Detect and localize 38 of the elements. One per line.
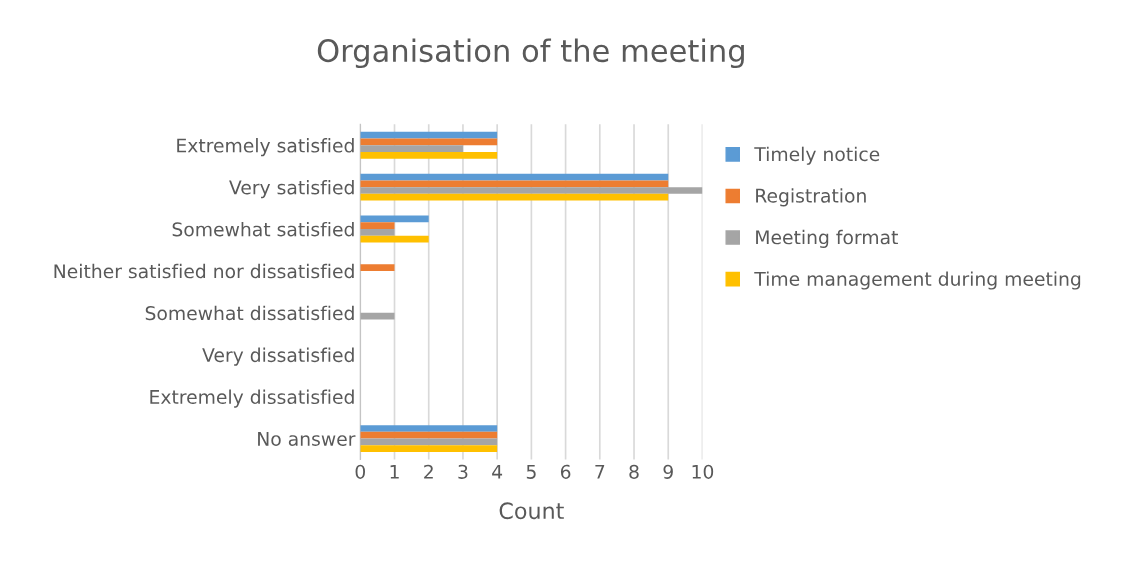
x-tick-label: 1 [390,464,399,479]
x-tick-label: 9 [663,464,673,479]
y-tick-label: Somewhat satisfied [172,221,354,237]
bar [360,312,395,320]
bar [360,229,395,236]
x-tick-label: 2 [424,464,433,479]
bar [360,193,669,201]
y-tick-label: Neither satisfied nor dissatisfied [54,263,354,279]
bar [360,431,498,439]
x-tick-label: 3 [458,464,468,479]
bar [360,145,463,152]
x-tick-label: 6 [560,464,571,479]
x-tick-label: 4 [492,464,503,479]
legend-label: Timely notice [754,146,880,165]
x-tick-label: 7 [595,464,605,479]
bar [360,264,395,271]
bar [360,151,498,159]
x-tick-label: 8 [629,464,639,479]
x-tick-label: 0 [355,464,366,479]
chart-title: Organisation of the meeting [317,38,744,69]
x-tick-label: 10 [692,464,714,479]
legend-label: Meeting format [756,229,898,248]
y-tick-label: Very satisfied [229,180,354,199]
legend-label: Registration [756,188,866,207]
bar [360,187,703,194]
bar [360,222,395,230]
y-tick-label: Extremely satisfied [177,138,354,157]
legend-label: Time management during meeting [754,271,1081,290]
x-axis-title: Count [499,502,564,520]
bar [360,425,498,432]
bar [360,180,669,188]
y-tick-label: No answer [258,432,356,446]
bar [360,131,498,139]
y-tick-label: Very dissatisfied [202,347,354,366]
bar [360,445,498,452]
x-tick-label: 5 [526,464,536,479]
y-tick-label: Somewhat dissatisfied [145,305,354,321]
y-tick-label: Extremely dissatisfied [150,389,354,408]
